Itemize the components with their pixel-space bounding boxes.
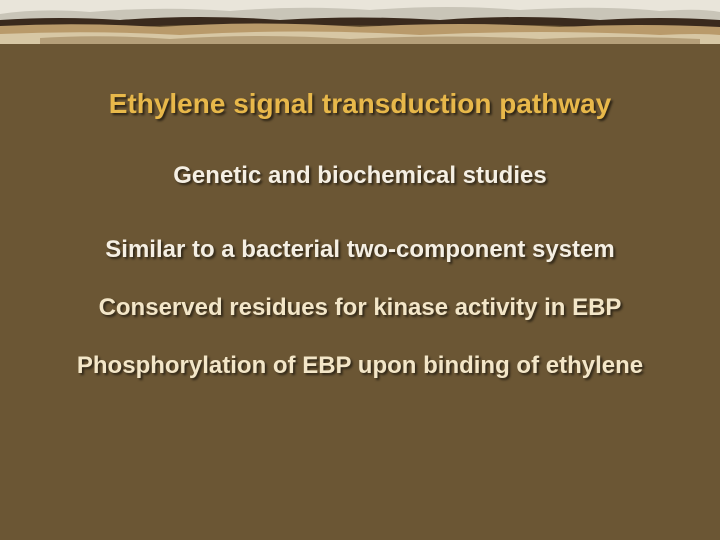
bullet-line-3: Phosphorylation of EBP upon binding of e… [0,352,720,380]
decorative-banner [0,0,720,44]
slide: Ethylene signal transduction pathway Gen… [0,0,720,540]
slide-title: Ethylene signal transduction pathway [0,88,720,120]
bullet-line-2: Conserved residues for kinase activity i… [0,294,720,322]
bullet-line-0: Genetic and biochemical studies [0,162,720,190]
bullet-line-1: Similar to a bacterial two-component sys… [0,236,720,264]
slide-content: Ethylene signal transduction pathway Gen… [0,88,720,380]
